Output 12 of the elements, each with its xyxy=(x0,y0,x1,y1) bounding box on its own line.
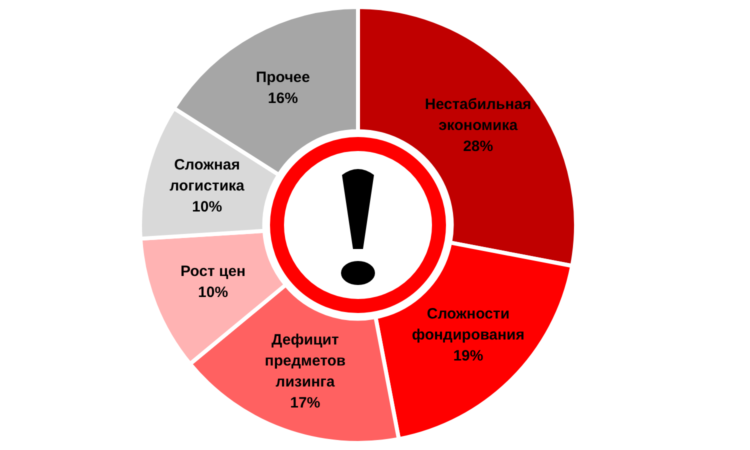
slice-label: Дефицит предметов лизинга xyxy=(264,331,346,390)
slice-label: Рост цен xyxy=(180,263,246,280)
slice-label: Сложности фондирования xyxy=(412,305,525,344)
data-label: 16% xyxy=(268,90,298,108)
data-label: 28% xyxy=(463,138,494,155)
data-label: 17% xyxy=(290,394,320,412)
slice-label: Сложная логистика xyxy=(170,156,246,194)
data-label: 10% xyxy=(192,198,222,216)
data-label: 19% xyxy=(453,347,484,364)
slice-label: Нестабильная экономика xyxy=(424,96,532,134)
slice-label: Прочее xyxy=(256,69,310,86)
data-label: 10% xyxy=(198,284,228,302)
